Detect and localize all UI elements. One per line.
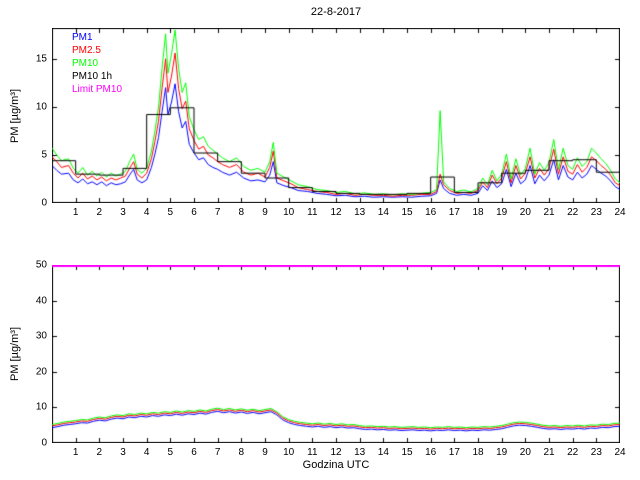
y-tick-label: 10 bbox=[35, 101, 47, 113]
y-tick-label: 0 bbox=[41, 437, 47, 449]
x-tick-label: 3 bbox=[120, 207, 126, 218]
x-tick-label: 9 bbox=[262, 447, 268, 458]
bottom-y-axis-label: PM [µg/m³] bbox=[9, 326, 21, 382]
x-tick-label: 7 bbox=[214, 207, 221, 218]
x-tick-label: 5 bbox=[167, 447, 174, 458]
legend-item-PM2.5: PM2.5 bbox=[72, 45, 101, 56]
x-tick-label: 24 bbox=[614, 207, 626, 218]
legend-item-PM1: PM1 bbox=[72, 32, 93, 43]
chart-title: 22-8-2017 bbox=[310, 6, 362, 18]
x-tick-label: 22 bbox=[567, 447, 579, 458]
x-tick-label: 19 bbox=[496, 447, 508, 458]
x-tick-label: 6 bbox=[191, 207, 197, 218]
x-tick-label: 4 bbox=[143, 447, 150, 458]
x-tick-label: 23 bbox=[590, 207, 602, 218]
x-tick-label: 10 bbox=[283, 447, 295, 458]
x-tick-label: 13 bbox=[354, 207, 366, 218]
x-tick-label: 8 bbox=[238, 207, 245, 218]
x-tick-label: 3 bbox=[120, 447, 126, 458]
legend-item-Limit-PM10: Limit PM10 bbox=[72, 84, 123, 95]
y-tick-label: 50 bbox=[35, 259, 47, 271]
x-tick-label: 6 bbox=[191, 447, 197, 458]
y-tick-label: 15 bbox=[35, 53, 47, 65]
x-tick-label: 23 bbox=[590, 447, 602, 458]
x-tick-label: 1 bbox=[72, 447, 79, 458]
x-tick-label: 13 bbox=[354, 447, 366, 458]
x-tick-label: 22 bbox=[567, 207, 579, 218]
x-tick-label: 4 bbox=[143, 207, 150, 218]
y-tick-label: 5 bbox=[41, 149, 47, 161]
y-tick-label: 10 bbox=[35, 401, 47, 413]
x-tick-label: 18 bbox=[472, 207, 484, 218]
y-tick-label: 0 bbox=[41, 197, 47, 209]
x-tick-label: 9 bbox=[262, 207, 268, 218]
x-tick-label: 2 bbox=[96, 207, 103, 218]
x-tick-label: 20 bbox=[519, 447, 531, 458]
x-axis-label: Godzina UTC bbox=[302, 459, 370, 471]
x-tick-label: 8 bbox=[238, 447, 245, 458]
legend-item-PM10-1h: PM10 1h bbox=[72, 71, 113, 82]
x-tick-label: 15 bbox=[401, 447, 413, 458]
top-y-axis-label: PM [µg/m³] bbox=[9, 88, 21, 144]
x-tick-label: 19 bbox=[496, 207, 508, 218]
x-tick-label: 10 bbox=[283, 207, 295, 218]
x-tick-label: 24 bbox=[614, 447, 626, 458]
x-tick-label: 12 bbox=[330, 447, 342, 458]
legend-item-PM10: PM10 bbox=[72, 58, 99, 69]
top-plot-canvas bbox=[52, 28, 620, 203]
x-tick-label: 2 bbox=[96, 447, 103, 458]
x-tick-label: 14 bbox=[377, 447, 389, 458]
x-tick-label: 5 bbox=[167, 207, 174, 218]
y-tick-label: 40 bbox=[35, 295, 47, 307]
x-tick-label: 15 bbox=[401, 207, 413, 218]
x-tick-label: 14 bbox=[377, 207, 389, 218]
x-tick-label: 16 bbox=[425, 207, 437, 218]
x-tick-label: 21 bbox=[543, 447, 555, 458]
x-tick-label: 16 bbox=[425, 447, 437, 458]
bottom-plot-canvas bbox=[52, 265, 620, 443]
x-tick-label: 18 bbox=[472, 447, 484, 458]
y-tick-label: 30 bbox=[35, 330, 47, 342]
x-tick-label: 12 bbox=[330, 207, 342, 218]
x-tick-label: 7 bbox=[214, 447, 221, 458]
x-tick-label: 17 bbox=[448, 207, 460, 218]
x-tick-label: 1 bbox=[72, 207, 79, 218]
x-tick-label: 20 bbox=[519, 207, 531, 218]
x-tick-label: 11 bbox=[307, 447, 318, 458]
legend: PM1 PM2.5 PM10 PM10 1h Limit PM10 bbox=[72, 31, 122, 96]
x-tick-label: 21 bbox=[543, 207, 555, 218]
y-tick-label: 20 bbox=[35, 366, 47, 378]
x-tick-label: 17 bbox=[448, 447, 460, 458]
x-tick-label: 11 bbox=[307, 207, 318, 218]
